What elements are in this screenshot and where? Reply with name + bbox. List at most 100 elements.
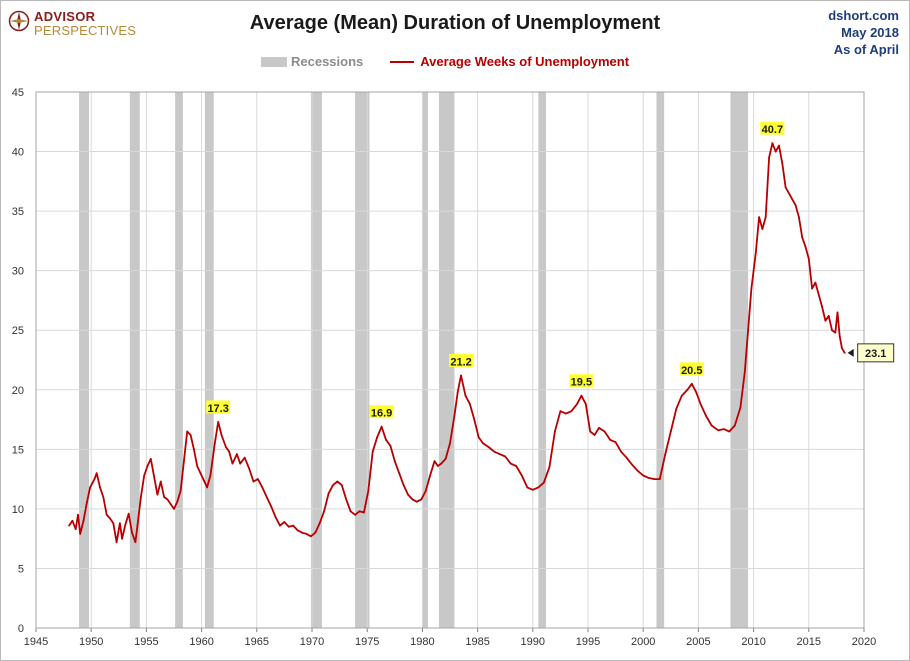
data-point [658,478,661,480]
x-tick-label: 1955 [134,636,158,648]
data-point [593,434,596,436]
data-point [121,537,123,540]
data-point [358,510,361,513]
data-point [429,474,431,477]
data-point [79,533,82,535]
data-point [631,463,634,466]
recession-band [538,92,547,628]
data-point [199,472,202,475]
data-point [824,319,827,322]
data-point [231,462,234,465]
data-point [739,406,742,409]
data-point [814,281,817,284]
data-point [722,428,725,430]
peak-label-bg [760,121,785,135]
advisor-perspectives-logo: ADVISOR PERSPECTIVES [8,8,138,38]
data-point [136,523,139,526]
data-point [367,490,370,492]
data-point [781,162,784,165]
data-point [71,519,74,522]
peak-label: 16.9 [371,408,392,420]
data-point [774,150,777,153]
x-tick-label: 2020 [852,636,876,648]
data-point [279,524,281,527]
data-point [292,524,295,527]
data-point [686,388,689,391]
data-point [274,516,277,519]
data-point [196,465,199,467]
data-point [416,500,418,503]
data-point [183,460,185,463]
data-point [784,186,787,189]
data-point [371,450,374,453]
data-point [625,456,628,459]
data-point [102,496,105,498]
data-point [440,462,443,465]
data-point [559,410,562,413]
data-point [537,486,540,489]
data-point [124,523,127,526]
x-tick-label: 2005 [686,636,710,648]
x-tick-label: 1960 [189,636,213,648]
data-point [261,486,264,489]
data-point [798,216,800,219]
data-point [603,430,606,433]
data-point [336,480,339,483]
recession-band [355,92,370,628]
data-point [243,456,246,459]
data-point [437,465,439,467]
x-tick-label: 1950 [79,636,103,648]
data-point [354,513,356,516]
last-value-arrow [847,348,854,357]
data-point [236,453,238,455]
legend-recession-swatch [261,56,287,67]
y-tick-label: 40 [12,147,24,159]
data-point [173,508,175,510]
x-tick-label: 1990 [521,636,545,648]
data-point [464,394,467,397]
data-point [257,478,259,480]
data-point [380,425,383,428]
data-point [669,430,672,433]
data-point [460,374,462,377]
data-point [548,466,551,469]
data-point [99,486,101,489]
peak-label: 17.3 [207,403,228,415]
data-point [398,472,401,475]
data-point [389,444,392,447]
data-point [407,493,409,496]
data-point [821,305,823,308]
x-tick-label: 1970 [300,636,324,648]
data-point [509,462,512,465]
source-site: dshort.com [828,8,899,23]
data-point [531,488,534,491]
data-point [225,446,227,448]
data-point [493,450,496,453]
data-point [239,462,242,465]
recession-band [204,92,214,628]
data-point [699,403,702,405]
legend-recession-label: Recessions [291,54,364,70]
data-point [93,478,96,480]
y-tick-label: 45 [12,87,24,99]
data-point [193,448,195,451]
y-tick-label: 15 [12,444,24,456]
data-point [109,517,111,520]
data-point [754,251,757,254]
data-point [717,429,720,432]
data-point [664,453,667,455]
data-point [82,519,85,522]
data-point [747,329,749,332]
data-point [811,287,813,290]
data-point [473,418,476,421]
data-point [433,460,436,463]
data-point [841,347,843,349]
data-point [179,490,182,492]
data-point [764,216,767,219]
peak-label-bg [449,353,474,367]
data-point [153,475,156,478]
data-point [189,434,192,436]
data-point [526,486,529,489]
data-point [477,436,480,439]
